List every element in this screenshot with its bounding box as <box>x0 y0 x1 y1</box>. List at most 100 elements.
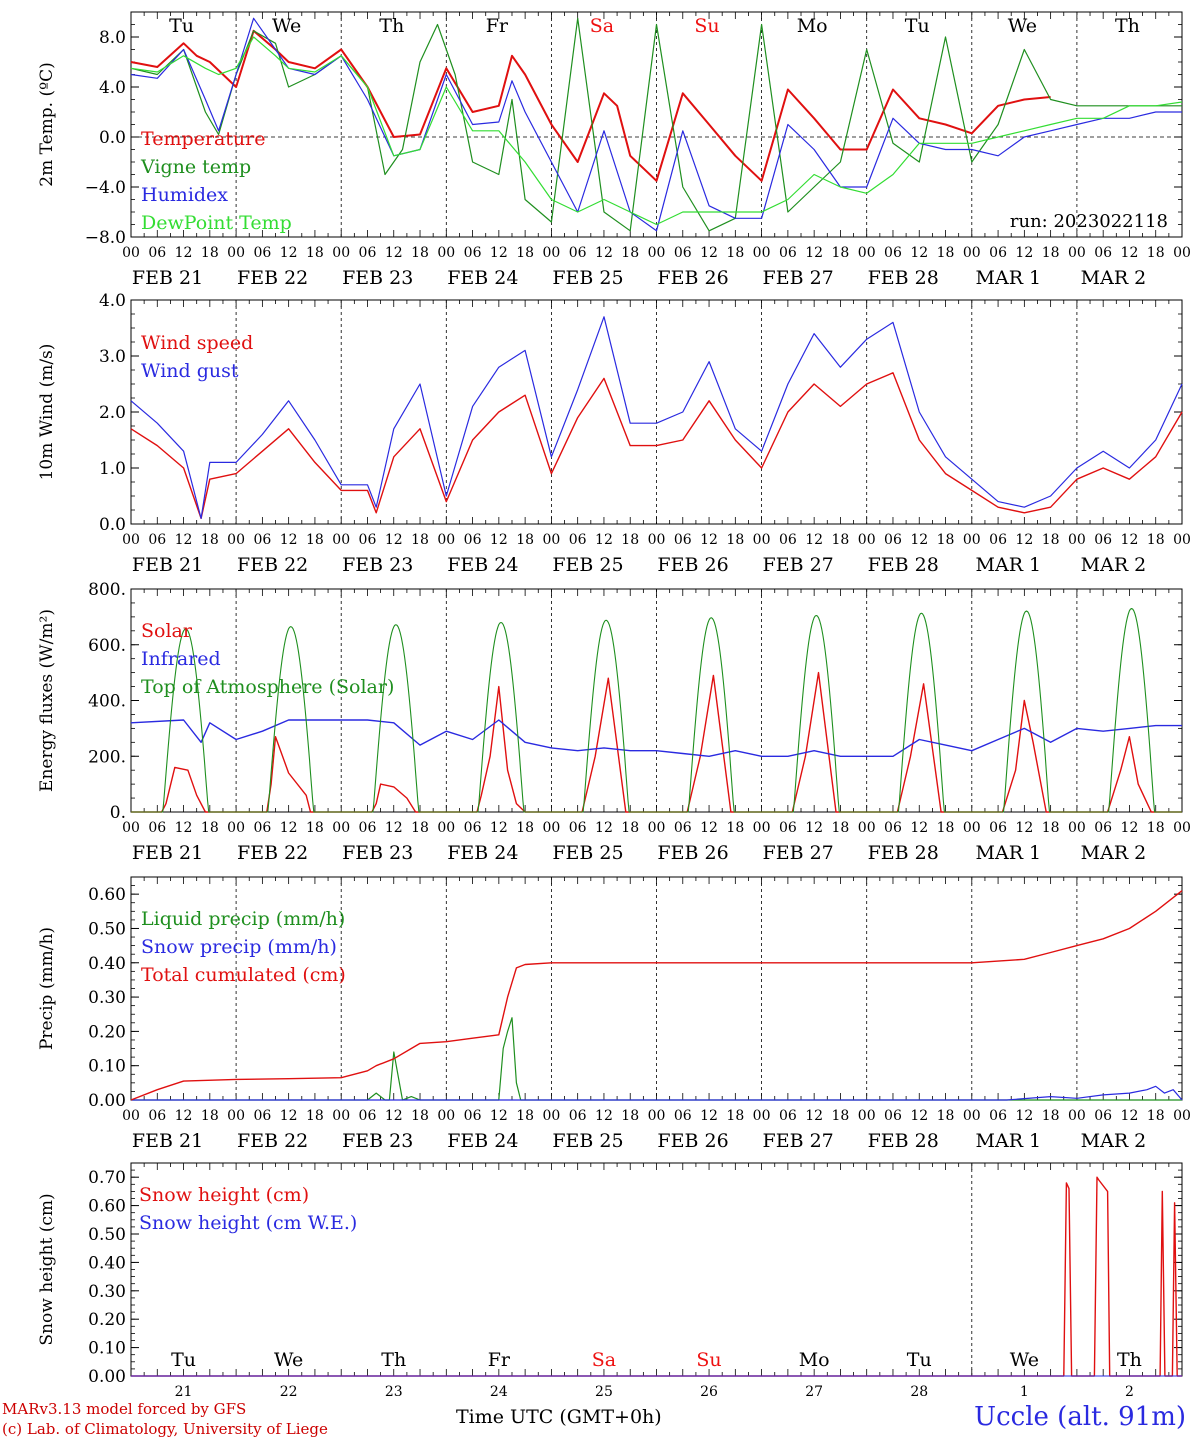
energy-hour-label: 00 <box>858 820 876 836</box>
wind-date-label: FEB 28 <box>868 554 939 576</box>
temp-legend-item: Vigne temp <box>140 156 251 178</box>
day-abbr-top: Th <box>379 15 404 37</box>
precip-hour-label: 06 <box>359 1108 377 1124</box>
energy-hour-label: 00 <box>332 820 350 836</box>
day-number: 25 <box>595 1384 613 1400</box>
temp-panel: −8.0 −4.0 0.0 4.0 8.0 2m Temp. (ºC) 00 06 12 18 00… <box>37 11 1191 289</box>
day-abbr-top: We <box>1008 15 1037 37</box>
temp-date-label: FEB 27 <box>763 267 834 289</box>
energy-hour-label: 18 <box>201 820 219 836</box>
wind-hour-label: 06 <box>989 532 1007 548</box>
wind-date-label: FEB 25 <box>552 554 623 576</box>
day-number: 23 <box>385 1384 403 1400</box>
precip-hour-label: 00 <box>1068 1108 1086 1124</box>
temp-hour-label: 06 <box>779 245 797 261</box>
temp-ylabel: 2m Temp. (ºC) <box>37 62 57 187</box>
day-number: 27 <box>805 1384 823 1400</box>
temp-date-label: MAR 2 <box>1081 267 1147 289</box>
energy-date-label: FEB 21 <box>132 842 203 864</box>
temp-hour-label: 18 <box>726 245 744 261</box>
precip-hour-label: 06 <box>148 1108 166 1124</box>
precip-hour-label: 06 <box>569 1108 587 1124</box>
precip-hour-label: 12 <box>385 1108 403 1124</box>
temp-hour-label: 00 <box>1068 245 1086 261</box>
energy-date-label: FEB 28 <box>868 842 939 864</box>
precip-hour-label: 06 <box>884 1108 902 1124</box>
precip-hour-label: 00 <box>648 1108 666 1124</box>
snow-ytick-label: 0.60 <box>88 1197 126 1217</box>
precip-date-label: FEB 25 <box>552 1130 623 1152</box>
energy-legend-item: Solar <box>141 620 193 642</box>
wind-hour-label: 00 <box>227 532 245 548</box>
energy-hour-label: 06 <box>779 820 797 836</box>
wind-hour-label: 18 <box>621 532 639 548</box>
day-abbr-top: We <box>272 15 301 37</box>
energy-hour-label: 18 <box>726 820 744 836</box>
precip-hour-label: 12 <box>1015 1108 1033 1124</box>
wind-hour-label: 06 <box>253 532 271 548</box>
energy-date-label: MAR 1 <box>976 842 1042 864</box>
precip-legend-item: Snow precip (mm/h) <box>141 936 337 958</box>
precip-hour-label: 18 <box>1147 1108 1165 1124</box>
wind-ylabel: 10m Wind (m/s) <box>37 344 57 481</box>
energy-hour-label: 18 <box>1042 820 1060 836</box>
energy-hour-label: 12 <box>385 820 403 836</box>
day-abbr-top: Tu <box>905 15 930 37</box>
energy-hour-label: 12 <box>490 820 508 836</box>
wind-frame <box>130 299 1183 525</box>
temp-frame <box>130 11 1183 238</box>
wind-hour-label: 12 <box>280 532 298 548</box>
precip-hour-label: 06 <box>464 1108 482 1124</box>
day-abbr-top: Mo <box>797 15 828 37</box>
precip-hour-label: 06 <box>1094 1108 1112 1124</box>
precip-hour-label: 00 <box>542 1108 560 1124</box>
energy-hour-label: 06 <box>569 820 587 836</box>
temp-hour-label: 06 <box>674 245 692 261</box>
precip-legend-item: Liquid precip (mm/h) <box>141 908 345 930</box>
wind-hour-label: 18 <box>201 532 219 548</box>
day-abbr-bottom: Sa <box>592 1349 616 1371</box>
wind-hour-label: 00 <box>858 532 876 548</box>
wind-ytick-label: 4.0 <box>99 291 126 311</box>
wind-hour-label: 00 <box>963 532 981 548</box>
precip-hour-label: 18 <box>621 1108 639 1124</box>
temp-date-label: FEB 26 <box>657 267 728 289</box>
wind-hour-label: 00 <box>753 532 771 548</box>
temp-hour-label: 12 <box>1015 245 1033 261</box>
precip-ytick-label: 0.00 <box>88 1091 126 1111</box>
temp-hour-label: 00 <box>437 245 455 261</box>
precip-date-label: FEB 26 <box>657 1130 728 1152</box>
wind-hour-label: 00 <box>332 532 350 548</box>
temp-hour-label: 12 <box>1121 245 1139 261</box>
precip-hour-label: 12 <box>1121 1108 1139 1124</box>
precip-ytick-label: 0.40 <box>88 954 126 974</box>
precip-date-label: MAR 1 <box>976 1130 1042 1152</box>
temp-hour-label: 06 <box>569 245 587 261</box>
wind-hour-label: 18 <box>306 532 324 548</box>
lab-credit: (c) Lab. of Climatology, University of L… <box>2 1420 328 1438</box>
temp-hour-label: 18 <box>621 245 639 261</box>
precip-hour-label: 12 <box>595 1108 613 1124</box>
energy-legend-item: Top of Atmosphere (Solar) <box>141 676 394 698</box>
energy-hour-label: 06 <box>359 820 377 836</box>
wind-hour-label: 06 <box>1094 532 1112 548</box>
temp-hour-label: 00 <box>122 245 140 261</box>
day-abbr-top: Th <box>1115 15 1140 37</box>
temp-date-label: FEB 21 <box>132 267 203 289</box>
day-abbr-bottom: Tu <box>171 1349 196 1371</box>
wind-hour-label: 00 <box>542 532 560 548</box>
temp-series-dewpoint-temp <box>130 36 1183 226</box>
precip-ytick-label: 0.60 <box>88 885 126 905</box>
snow-ytick-label: 0.10 <box>88 1339 126 1359</box>
wind-hour-label: 00 <box>648 532 666 548</box>
precip-date-label: FEB 22 <box>237 1130 308 1152</box>
wind-hour-label: 06 <box>148 532 166 548</box>
wind-hour-label: 12 <box>175 532 193 548</box>
wind-date-label: MAR 2 <box>1081 554 1147 576</box>
snow-legend-item: Snow height (cm W.E.) <box>139 1212 357 1234</box>
wind-hour-label: 12 <box>700 532 718 548</box>
energy-date-label: FEB 22 <box>237 842 308 864</box>
wind-ytick-label: 2.0 <box>99 403 126 423</box>
temp-hour-label: 12 <box>385 245 403 261</box>
